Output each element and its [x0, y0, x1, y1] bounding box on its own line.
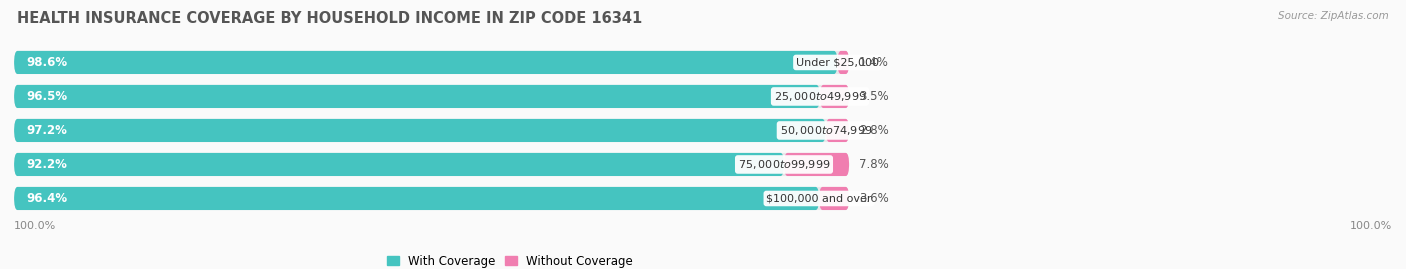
FancyBboxPatch shape [14, 119, 849, 142]
Text: 100.0%: 100.0% [14, 221, 56, 231]
Text: 96.4%: 96.4% [27, 192, 67, 205]
Text: 98.6%: 98.6% [27, 56, 67, 69]
Text: 1.4%: 1.4% [859, 56, 889, 69]
FancyBboxPatch shape [14, 153, 849, 176]
Text: $75,000 to $99,999: $75,000 to $99,999 [738, 158, 831, 171]
FancyBboxPatch shape [820, 85, 849, 108]
FancyBboxPatch shape [820, 187, 849, 210]
FancyBboxPatch shape [838, 51, 849, 74]
FancyBboxPatch shape [14, 85, 820, 108]
FancyBboxPatch shape [14, 119, 825, 142]
Text: $100,000 and over: $100,000 and over [766, 193, 872, 203]
FancyBboxPatch shape [14, 187, 849, 210]
Text: 100.0%: 100.0% [1350, 221, 1392, 231]
Text: 7.8%: 7.8% [859, 158, 889, 171]
Text: $50,000 to $74,999: $50,000 to $74,999 [779, 124, 872, 137]
FancyBboxPatch shape [14, 51, 838, 74]
FancyBboxPatch shape [14, 51, 849, 74]
Text: 96.5%: 96.5% [27, 90, 67, 103]
Text: Source: ZipAtlas.com: Source: ZipAtlas.com [1278, 11, 1389, 21]
FancyBboxPatch shape [14, 85, 849, 108]
Legend: With Coverage, Without Coverage: With Coverage, Without Coverage [382, 250, 638, 269]
FancyBboxPatch shape [14, 187, 820, 210]
FancyBboxPatch shape [785, 153, 849, 176]
Text: 92.2%: 92.2% [27, 158, 67, 171]
Text: HEALTH INSURANCE COVERAGE BY HOUSEHOLD INCOME IN ZIP CODE 16341: HEALTH INSURANCE COVERAGE BY HOUSEHOLD I… [17, 11, 643, 26]
FancyBboxPatch shape [14, 153, 785, 176]
Text: 3.5%: 3.5% [859, 90, 889, 103]
Text: Under $25,000: Under $25,000 [796, 58, 879, 68]
Text: 97.2%: 97.2% [27, 124, 67, 137]
Text: 3.6%: 3.6% [859, 192, 889, 205]
Text: 2.8%: 2.8% [859, 124, 889, 137]
Text: $25,000 to $49,999: $25,000 to $49,999 [773, 90, 866, 103]
FancyBboxPatch shape [825, 119, 849, 142]
